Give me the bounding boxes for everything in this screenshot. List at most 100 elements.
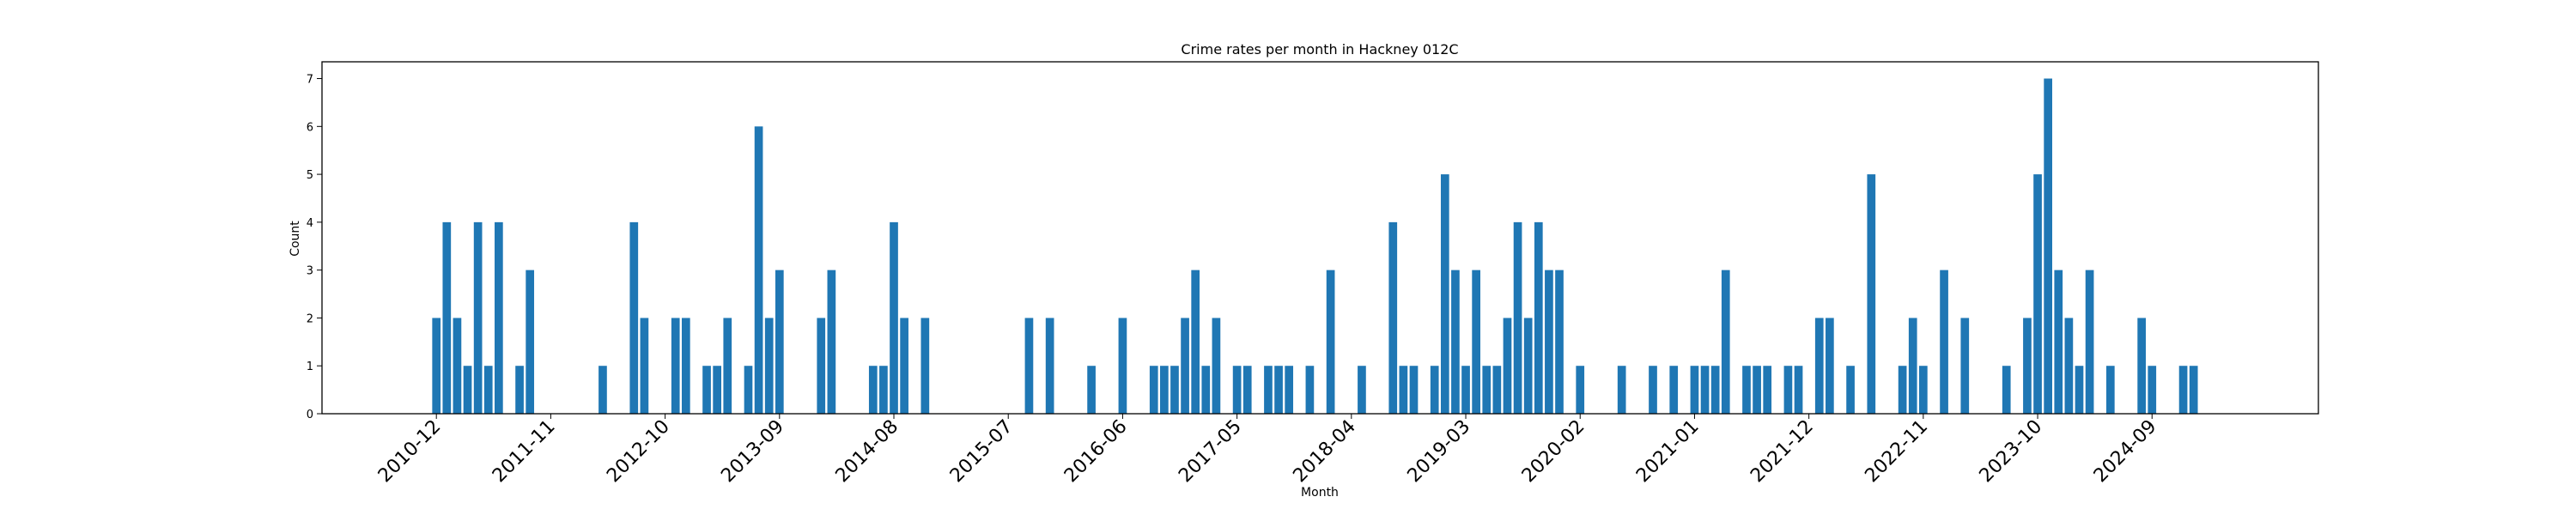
bar-2011-03 [463, 366, 472, 414]
chart-title: Crime rates per month in Hackney 012C [1181, 41, 1458, 58]
bar-2021-10 [1783, 366, 1793, 414]
bar-2019-04 [1472, 270, 1480, 414]
bar-2012-04 [598, 366, 607, 414]
bar-2019-08 [1513, 221, 1522, 414]
bar-2024-03 [2085, 270, 2094, 414]
bar-2013-09 [775, 270, 784, 414]
bar-2016-12 [1181, 318, 1189, 414]
bar-2016-06 [1118, 318, 1127, 414]
bar-2022-09 [1898, 366, 1907, 414]
bar-2012-12 [681, 318, 690, 414]
bar-2021-03 [1710, 366, 1720, 414]
y-tick-label: 7 [307, 74, 313, 87]
bar-2020-09 [1649, 366, 1657, 414]
bar-2018-09 [1399, 366, 1408, 414]
bar-2019-01 [1440, 174, 1449, 414]
bar-2011-02 [453, 318, 462, 414]
bar-2019-10 [1534, 221, 1543, 414]
bar-2024-02 [2075, 366, 2084, 414]
bar-2018-12 [1430, 366, 1439, 414]
bar-2023-11 [2044, 78, 2052, 415]
bar-2016-11 [1170, 366, 1179, 414]
bar-2011-04 [473, 221, 483, 414]
bar-2014-11 [920, 318, 930, 414]
bar-2017-06 [1242, 366, 1252, 414]
bar-2023-12 [2054, 270, 2063, 414]
y-tick-label: 3 [307, 265, 313, 278]
bar-2018-08 [1388, 221, 1398, 414]
bar-2024-01 [2064, 318, 2074, 414]
bar-2016-03 [1087, 366, 1096, 414]
bar-2011-09 [526, 270, 535, 414]
bar-2014-01 [817, 318, 826, 414]
bar-2013-03 [713, 366, 721, 414]
bar-2013-02 [702, 366, 711, 414]
bar-2019-03 [1461, 366, 1470, 414]
bar-2012-07 [629, 221, 639, 414]
bar-2012-11 [671, 318, 680, 414]
y-tick-label: 2 [307, 312, 313, 325]
bar-2021-02 [1700, 366, 1710, 414]
bar-2020-06 [1617, 366, 1626, 414]
bars-group [432, 78, 2198, 415]
bar-2021-06 [1742, 366, 1751, 414]
bar-2020-11 [1669, 366, 1679, 414]
bar-2013-04 [723, 318, 732, 414]
bar-2023-01 [1940, 270, 1948, 414]
bar-2019-07 [1503, 318, 1512, 414]
bar-2015-11 [1045, 318, 1054, 414]
y-tick-label: 0 [307, 409, 313, 421]
bar-2024-05 [2105, 366, 2115, 414]
bar-2025-01 [2189, 366, 2198, 414]
bar-2014-09 [900, 318, 908, 414]
bar-2017-10 [1285, 366, 1294, 414]
bar-2014-06 [868, 366, 878, 414]
y-tick-label: 6 [307, 121, 313, 134]
bar-2011-05 [483, 366, 493, 414]
bar-2014-08 [890, 221, 898, 414]
bar-2019-02 [1451, 270, 1460, 414]
y-axis-label: Count [289, 221, 302, 257]
y-tick-label: 1 [307, 360, 313, 373]
bar-2017-08 [1264, 366, 1273, 414]
bar-2024-09 [2148, 366, 2157, 414]
bar-2018-02 [1326, 270, 1335, 414]
x-axis-label: Month [1301, 486, 1339, 500]
bar-2021-11 [1794, 366, 1803, 414]
bar-2017-12 [1305, 366, 1315, 414]
bar-2011-01 [442, 221, 452, 414]
bar-2023-03 [1960, 318, 1970, 414]
bar-2021-08 [1763, 366, 1772, 414]
bar-2018-10 [1409, 366, 1419, 414]
bar-2023-07 [2002, 366, 2011, 414]
bar-2022-11 [1919, 366, 1928, 414]
bar-2016-10 [1160, 366, 1169, 414]
bar-2017-01 [1191, 270, 1200, 414]
bar-2013-08 [764, 318, 774, 414]
bar-2017-05 [1232, 366, 1242, 414]
bar-2019-06 [1492, 366, 1502, 414]
bar-2023-10 [2033, 174, 2042, 414]
bar-2020-02 [1576, 366, 1585, 414]
bar-2017-03 [1212, 318, 1221, 414]
plot-frame [321, 61, 2319, 415]
y-axis: 0 1 2 3 4 5 6 7 [307, 74, 322, 421]
bar-2018-05 [1358, 366, 1366, 414]
bar-2017-02 [1201, 366, 1211, 414]
bar-2014-07 [879, 366, 888, 414]
bar-2015-09 [1024, 318, 1034, 414]
bar-2021-04 [1721, 270, 1730, 414]
bar-2017-09 [1274, 366, 1283, 414]
bar-2021-01 [1690, 366, 1699, 414]
bar-2013-06 [744, 366, 753, 414]
bar-2022-06 [1867, 174, 1876, 414]
y-tick-label: 5 [307, 169, 313, 182]
bar-2024-08 [2137, 318, 2146, 414]
bar-2022-01 [1814, 318, 1824, 414]
bar-2023-09 [2023, 318, 2032, 414]
bar-2021-07 [1753, 366, 1761, 414]
bar-2022-10 [1908, 318, 1917, 414]
bar-2019-05 [1482, 366, 1492, 414]
